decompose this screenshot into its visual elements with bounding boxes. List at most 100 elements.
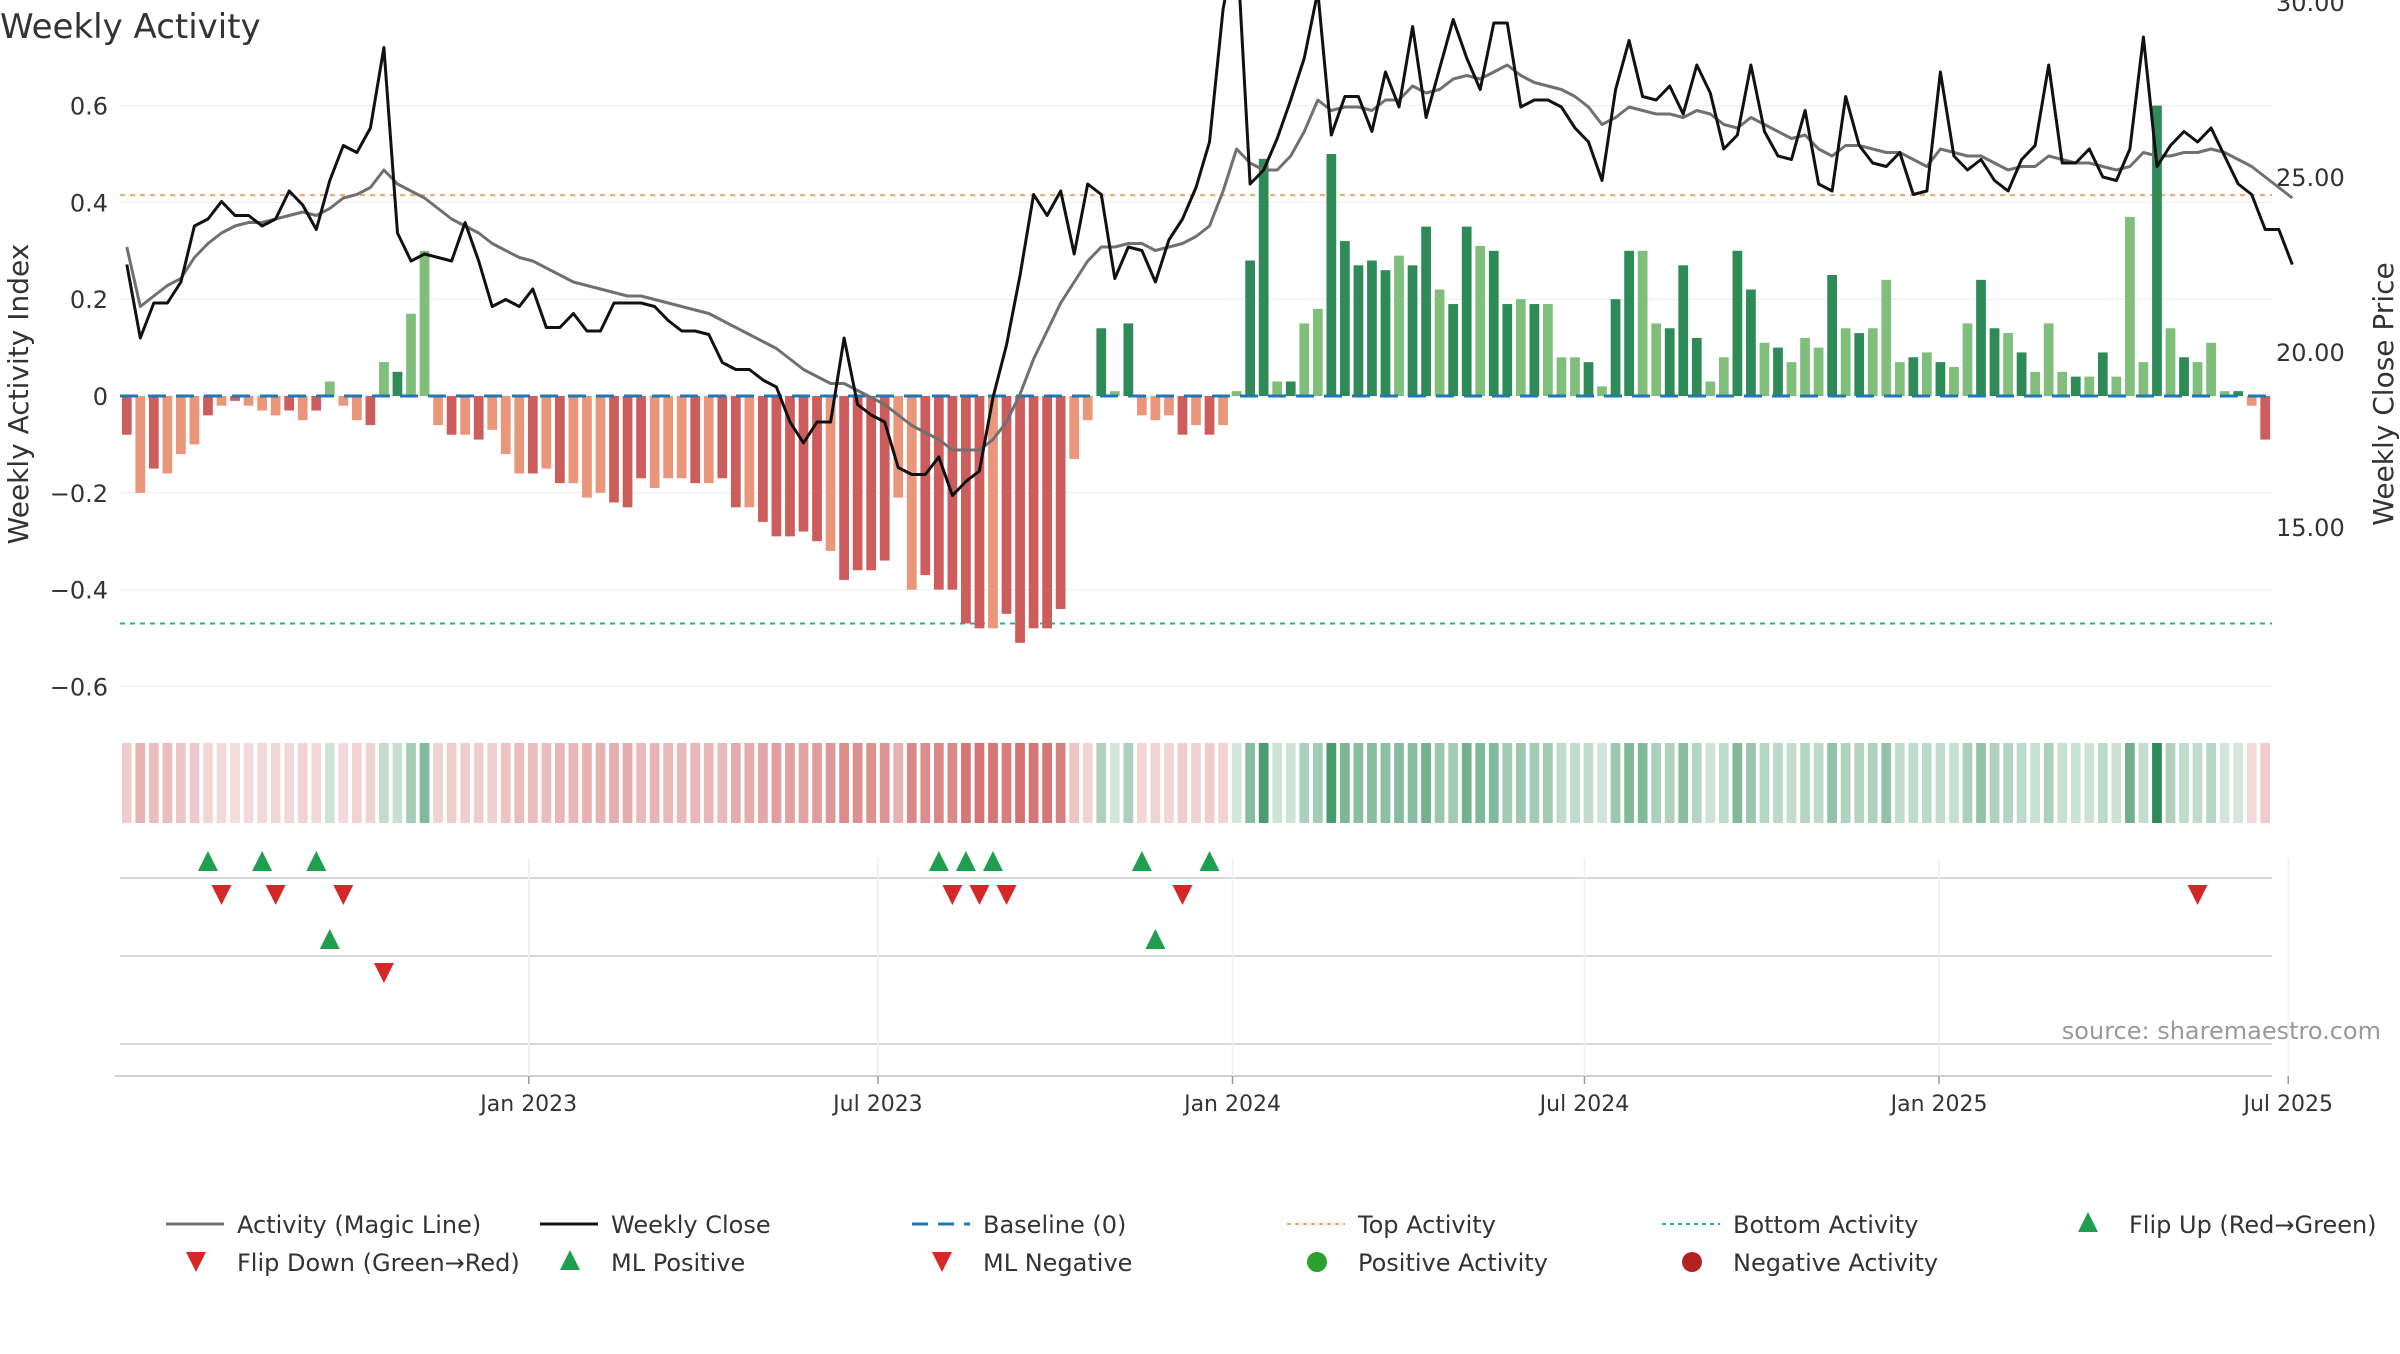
heat-strip-cell [1705,743,1716,823]
activity-bar [1258,158,1269,396]
activity-bar [1015,396,1025,643]
activity-bar [758,396,768,522]
heat-strip-cell [879,743,890,823]
heat-strip-cell [243,743,254,823]
activity-bar [1705,381,1716,396]
heat-strip-cell [961,743,971,823]
heat-strip-cell [933,743,944,823]
heat-strip-cell [663,743,674,823]
activity-bar [1136,396,1147,416]
activity-bar [1746,289,1756,396]
heat-strip-cell [568,743,579,823]
heat-strip-cell [487,743,498,823]
activity-bar [1380,270,1391,396]
activity-bar [2003,333,2013,396]
activity-bar [2246,396,2257,406]
heat-strip-cell [230,743,240,823]
activity-bar [1908,357,1919,396]
activity-bar [649,396,660,488]
heat-strip-cell [1732,743,1743,823]
activity-bar [1204,396,1215,435]
heat-strip-cell [798,743,809,823]
heat-strip-cell [1624,743,1634,823]
heat-strip-cell [1840,743,1851,823]
activity-bar [866,396,877,571]
right-tick-label: 25.00 [2276,164,2345,192]
left-tick-label: 0.2 [70,286,108,314]
flip-up-marker [1199,851,1220,871]
activity-bar [555,396,565,484]
activity-bar [1001,396,1012,614]
activity-bar [1069,396,1080,459]
heat-strip-cell [1949,743,1959,823]
activity-bar [1813,347,1824,396]
activity-bar [1218,396,1228,426]
heat-strip-cell [1759,743,1770,823]
heat-strip-cell [1177,743,1188,823]
activity-bar [1272,381,1283,396]
flip-down-marker [265,885,286,905]
heat-strip-cell [433,743,443,823]
heat-strip-cell [176,743,186,823]
heat-strip-cell [1597,743,1607,823]
heat-strip-cell [2070,743,2081,823]
activity-bar [351,396,362,421]
activity-bar [365,396,376,426]
heat-strip-cell [2003,743,2013,823]
heat-strip-cell [148,743,159,823]
heat-strip-cell [1678,743,1689,823]
heat-strip-cell [1001,743,1012,823]
heat-strip-cell [121,743,132,823]
heat-strip-cell [717,743,728,823]
x-tick-label: Jul 2025 [2241,1092,2333,1117]
flip-down-marker [969,885,990,905]
heat-strip-cell [324,743,335,823]
legend-label: Positive Activity [1358,1249,1548,1277]
heat-strip-cell [1109,743,1120,823]
heat-strip-cell [406,743,416,823]
heat-strip-cell [1394,743,1404,823]
legend-swatch-tri-up [560,1250,580,1270]
activity-bar [1340,241,1350,396]
activity-bar [2152,105,2162,396]
flip-up-marker [197,851,218,871]
activity-bar [690,396,701,484]
heat-strip-cell [1854,743,1865,823]
activity-bar [933,396,944,590]
activity-bar [744,396,755,508]
heat-strip-cell [2165,743,2176,823]
activity-bar [216,396,227,406]
heat-strip-cell [947,743,958,823]
heat-strip-cell [2125,743,2135,823]
legend-item: ML Positive [560,1249,745,1277]
activity-bar [2219,391,2230,396]
heat-strip-cell [1407,743,1418,823]
heat-strip-cell [1637,743,1648,823]
activity-bar [270,396,281,416]
left-tick-label: 0 [93,383,108,411]
heat-strip-cell [1651,743,1662,823]
activity-bar [1502,304,1513,396]
activity-bar [1082,396,1093,421]
heat-strip-cell [500,743,511,823]
heat-strip-cell [460,743,471,823]
heat-strip-cell [2057,743,2068,823]
flip-down-marker [1172,885,1193,905]
heat-strip-cell [1218,743,1228,823]
activity-bar [703,396,714,484]
legend-item: ML Negative [932,1249,1132,1277]
legend-item: Top Activity [1287,1211,1496,1239]
heat-strip-cell [785,743,795,823]
heat-strip-cell [595,743,606,823]
activity-bar [1475,245,1486,396]
heat-strip-cell [379,743,389,823]
heat-strip-cell [852,743,863,823]
activity-bar [2179,357,2189,396]
activity-bar [500,396,511,455]
heat-strip-cell [1367,743,1377,823]
activity-bar [514,396,525,474]
flip-down-marker [211,885,232,905]
x-tick-label: Jan 2024 [1182,1092,1281,1117]
legend-label: ML Negative [983,1249,1132,1277]
heat-strip-cell [1556,743,1567,823]
